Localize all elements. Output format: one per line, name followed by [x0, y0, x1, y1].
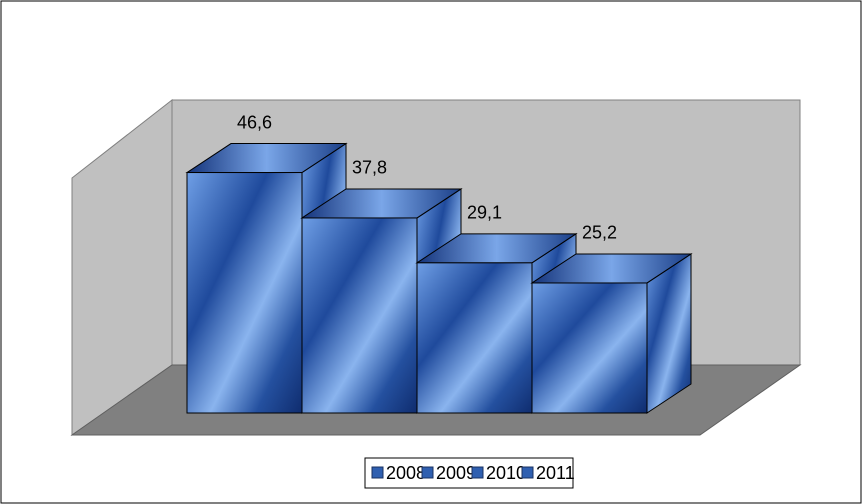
- legend-swatch: [421, 466, 434, 479]
- legend-items: 2008 2009 2010 2011: [371, 463, 575, 483]
- legend: [364, 457, 574, 489]
- legend-swatch: [521, 466, 534, 479]
- legend-label: 2011: [536, 463, 575, 483]
- data-label: 25,2: [582, 223, 617, 243]
- data-label: 29,1: [467, 203, 502, 223]
- bar: [186, 172, 303, 414]
- legend-label: 2009: [436, 463, 476, 483]
- bar: [416, 262, 533, 414]
- bar: [531, 282, 648, 414]
- data-label: 37,8: [352, 158, 387, 178]
- bars: 46,6 37,8 29,1 25,2: [185, 112, 693, 414]
- legend-label: 2010: [486, 463, 526, 483]
- legend-swatch: [471, 466, 484, 479]
- bar: [301, 217, 418, 414]
- legend-swatch: [371, 466, 384, 479]
- data-label: 46,6: [237, 112, 272, 132]
- legend-label: 2008: [386, 463, 426, 483]
